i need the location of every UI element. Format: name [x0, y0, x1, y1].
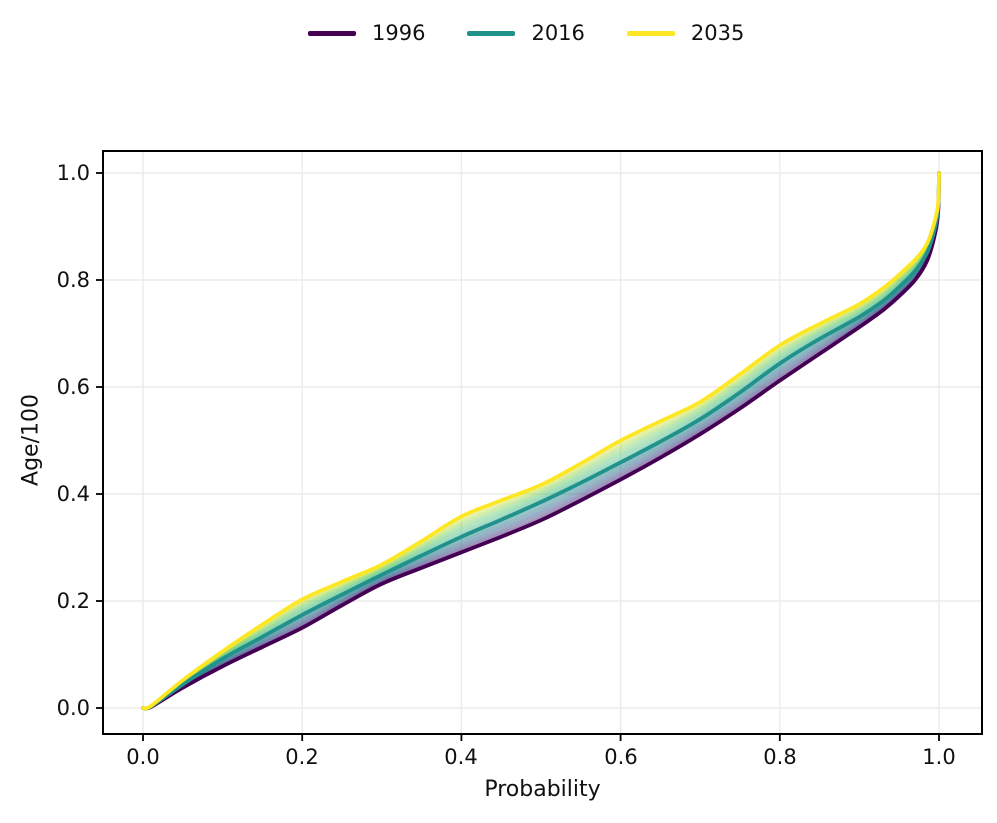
- legend-line-swatch-2035: [626, 30, 675, 36]
- legend-item-1996: 1996: [308, 21, 425, 45]
- x-tick-label: 1.0: [922, 745, 956, 769]
- legend-item-2016: 2016: [467, 21, 585, 45]
- y-tick-label: 0.8: [56, 268, 90, 292]
- legend-label-2016: 2016: [531, 21, 585, 45]
- x-tick-label: 0.4: [444, 745, 478, 769]
- x-tick-label: 0.2: [285, 745, 319, 769]
- y-tick-label: 0.2: [56, 589, 90, 613]
- legend-line-swatch-2016: [467, 30, 516, 36]
- y-tick-label: 0.0: [56, 696, 90, 720]
- legend-line-swatch-1996: [308, 30, 356, 36]
- x-axis-label: Probability: [484, 777, 601, 802]
- y-tick-label: 0.6: [56, 375, 90, 399]
- x-tick-label: 0.8: [763, 745, 797, 769]
- y-tick-label: 1.0: [56, 161, 90, 185]
- x-tick-label: 0.6: [604, 745, 638, 769]
- legend-label-2035: 2035: [690, 21, 745, 45]
- legend-item-2035: 2035: [626, 21, 745, 45]
- y-axis-label: Age/100: [18, 394, 44, 486]
- legend-label-1996: 1996: [372, 21, 426, 45]
- y-tick-label: 0.4: [56, 482, 90, 506]
- legend: 1996 2016 2035: [308, 21, 744, 45]
- x-tick-label: 0.0: [126, 745, 160, 769]
